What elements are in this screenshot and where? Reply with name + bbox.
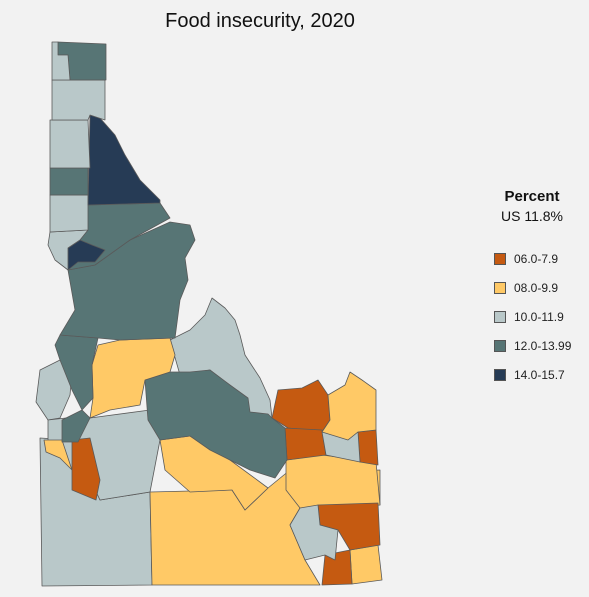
legend: Percent US 11.8% 06.0-7.9 08.0-9.9 10.0-… (482, 188, 589, 389)
county-bonner-light (51, 79, 106, 121)
county-east-yellow-2 (321, 371, 377, 441)
county-east-orange-3 (357, 429, 379, 466)
legend-label: 10.0-11.9 (514, 309, 564, 324)
map-title: Food insecurity, 2020 (165, 10, 355, 32)
legend-swatch (494, 252, 506, 265)
legend-swatch (494, 368, 506, 381)
legend-subtitle: US 11.8% (501, 208, 563, 224)
county-southeast-yellow (349, 544, 383, 585)
county-west-orange (71, 437, 101, 501)
county-nez-perce-dark (67, 239, 106, 271)
county-benewah-teal (49, 167, 89, 196)
legend-item: 06.0-7.9 (494, 244, 589, 273)
legend-label: 08.0-9.9 (514, 280, 559, 295)
county-shoshone-dark (87, 114, 161, 206)
legend-swatch (494, 281, 506, 294)
county-lewis-light (47, 229, 89, 271)
county-layer (35, 41, 383, 587)
county-east-orange-2 (284, 427, 327, 461)
idaho-county-map (35, 41, 383, 587)
legend-item: 14.0-15.7 (494, 360, 589, 389)
county-latah-light (49, 194, 89, 233)
county-adams-teal (54, 334, 99, 411)
legend-item: 08.0-9.9 (494, 273, 589, 302)
county-southeast-light (289, 504, 339, 561)
county-west-yellow (43, 439, 73, 471)
county-idaho-teal (59, 221, 196, 341)
legend-title: Percent (504, 188, 560, 205)
county-kootenai-light (49, 119, 91, 169)
legend-label: 06.0-7.9 (514, 251, 559, 266)
legend-items: 06.0-7.9 08.0-9.9 10.0-11.9 12.0-13.99 1… (494, 244, 589, 389)
county-central-teal (144, 369, 288, 479)
legend-swatch (494, 310, 506, 323)
legend-item: 12.0-13.99 (494, 331, 589, 360)
county-east-light (321, 431, 361, 463)
county-southeast-orange-2 (321, 549, 353, 586)
legend-item: 10.0-11.9 (494, 302, 589, 331)
county-west-teal (61, 409, 91, 443)
legend-label: 12.0-13.99 (514, 338, 572, 353)
county-bonner-north-light (51, 41, 71, 81)
legend-label: 14.0-15.7 (514, 367, 565, 382)
legend-swatch (494, 339, 506, 352)
